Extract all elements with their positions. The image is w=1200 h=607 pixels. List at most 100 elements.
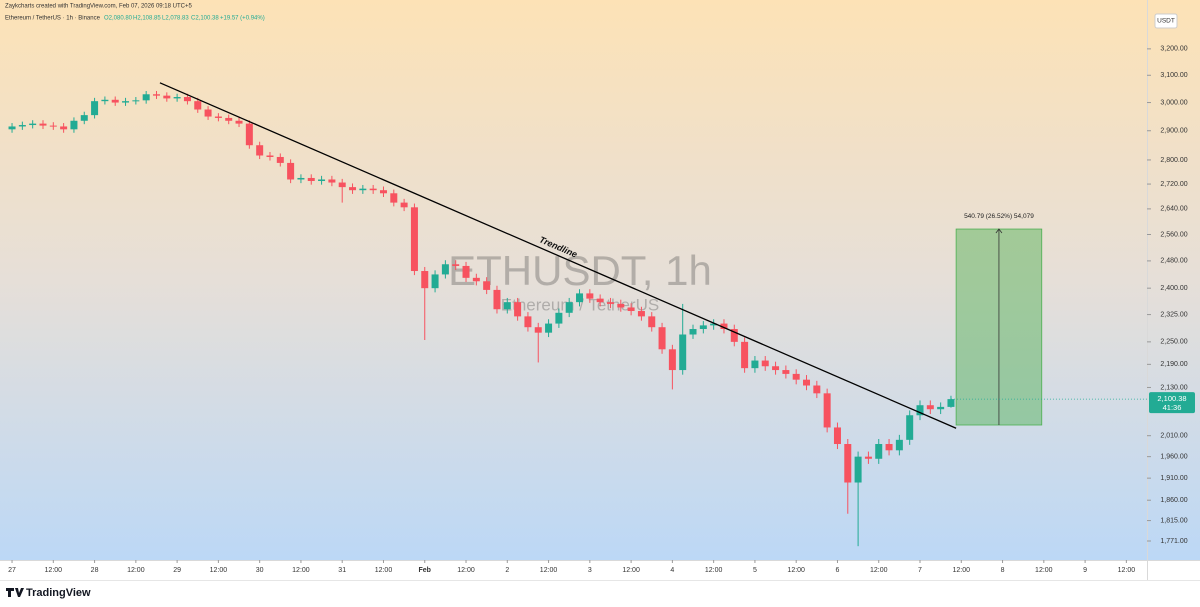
y-tick-label: 1,910.00 [1160, 475, 1187, 482]
candle-body [844, 444, 852, 483]
candle-body [926, 405, 934, 410]
y-tick-label: 2,800.00 [1160, 157, 1187, 164]
candle-body [8, 126, 16, 130]
x-tick-label: Feb [419, 567, 431, 574]
plot [8, 90, 955, 547]
y-tick-label: 2,400.00 [1160, 285, 1187, 292]
x-tick-label: 7 [918, 567, 922, 574]
low: L2,078.83 [162, 16, 189, 22]
candle-body [287, 162, 295, 180]
x-tick-label: 12:00 [705, 567, 723, 574]
candle-body [751, 360, 759, 369]
brand-name: TradingView [26, 587, 91, 599]
open: O2,080.80 [104, 16, 133, 22]
candle-body [400, 202, 408, 208]
candle-body [627, 307, 635, 312]
candle-body [586, 293, 594, 299]
candle-body [152, 94, 160, 96]
candle-body [493, 289, 501, 310]
candle-body [885, 444, 893, 451]
x-tick-label: 4 [670, 567, 674, 574]
y-tick-label: 1,860.00 [1160, 497, 1187, 504]
candle-body [194, 101, 202, 110]
y-tick-label: 1,771.00 [1160, 538, 1187, 545]
x-tick-label: 27 [8, 567, 16, 574]
candle-body [658, 327, 666, 350]
change: +19.57 (+0.94%) [220, 16, 265, 22]
candle-body [204, 109, 212, 117]
x-tick-label: 12:00 [127, 567, 145, 574]
candle-body [895, 439, 903, 451]
candle-body [142, 94, 150, 101]
y-tick-label: 1,960.00 [1160, 453, 1187, 460]
candle-body [606, 302, 614, 304]
measure-arrow-head [995, 228, 1003, 234]
high: H2,108.85 [133, 16, 161, 22]
x-tick-label: 12:00 [540, 567, 558, 574]
x-tick-label: 12:00 [787, 567, 805, 574]
x-tick-label: 29 [173, 567, 181, 574]
candle-body [596, 298, 604, 303]
candle-body [761, 360, 769, 367]
x-tick-label: 8 [1001, 567, 1005, 574]
candle-body [906, 415, 914, 440]
y-tick-label: 3,100.00 [1160, 72, 1187, 79]
candle-body [483, 281, 491, 290]
x-tick-label: 12:00 [953, 567, 971, 574]
x-tick-label: 12:00 [1035, 567, 1053, 574]
candle-body [359, 188, 367, 191]
candle-body [132, 100, 140, 102]
candle-body [369, 188, 377, 191]
x-tick-label: 12:00 [457, 567, 475, 574]
candle-body [782, 370, 790, 374]
candle-body [555, 312, 563, 324]
candle-body [462, 265, 470, 278]
brand: TradingView [6, 587, 91, 599]
candle-body [503, 302, 511, 310]
candle-body [514, 302, 522, 317]
x-tick-label: 12:00 [292, 567, 310, 574]
candle-body [276, 156, 284, 163]
x-tick-label: 30 [256, 567, 264, 574]
symbol-legend: Ethereum / TetherUS · 1h · Binance O2,08… [5, 16, 265, 22]
candle-body [163, 95, 171, 99]
candle-body [452, 264, 460, 266]
y-tick-label: 2,250.00 [1160, 339, 1187, 346]
last-price: 2,100.38 [1157, 394, 1186, 403]
candle-body [472, 277, 480, 282]
candle-body [101, 99, 109, 102]
x-tick-label: 6 [836, 567, 840, 574]
countdown: 41:36 [1163, 403, 1182, 412]
currency: USDT [1157, 18, 1175, 25]
brand-logo [6, 588, 24, 597]
x-tick-label: 12:00 [1118, 567, 1136, 574]
last-price-badge [1149, 392, 1195, 414]
candle-body [410, 207, 418, 272]
candle-body [576, 293, 584, 303]
candle-body [699, 325, 707, 330]
x-tick-label: 28 [91, 567, 99, 574]
candle-body [307, 177, 315, 182]
candle-body [328, 179, 336, 183]
x-tick-label: 9 [1083, 567, 1087, 574]
y-tick-label: 2,480.00 [1160, 258, 1187, 265]
candle-body [91, 101, 99, 116]
candle-body [792, 373, 800, 380]
y-tick-label: 2,640.00 [1160, 206, 1187, 213]
candle-body [916, 405, 924, 416]
currency-badge[interactable] [1154, 13, 1178, 29]
candle-body [214, 116, 222, 118]
candle-body [637, 311, 645, 317]
candle-body [390, 193, 398, 203]
x-tick-label: 3 [588, 567, 592, 574]
close: C2,100.38 [191, 16, 219, 22]
candle-body [854, 456, 862, 483]
candle-body [668, 349, 676, 371]
candle-body [122, 101, 130, 103]
candle-body [689, 329, 697, 335]
y-tick-label: 2,130.00 [1160, 384, 1187, 391]
candle-body [39, 123, 47, 126]
candle-body [679, 334, 687, 371]
y-tick-label: 3,000.00 [1160, 99, 1187, 106]
